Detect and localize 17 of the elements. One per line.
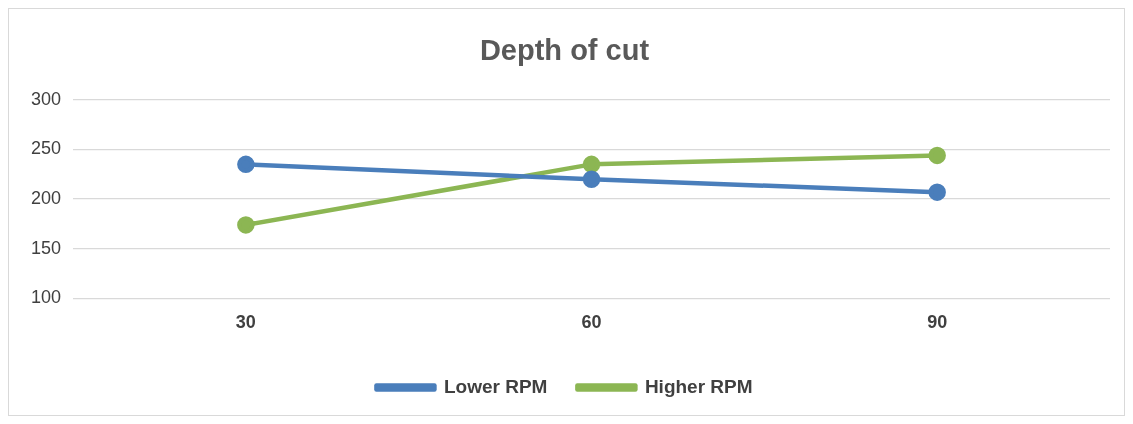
point [582, 170, 601, 188]
point [582, 155, 601, 174]
y-tick-label: 250 [30, 138, 62, 159]
legend-label: Higher RPM [644, 375, 753, 397]
point [928, 183, 946, 201]
x-tick-label: 90 [927, 312, 948, 333]
chart-title: Depth of cut [479, 34, 650, 67]
x-tick-label: 30 [235, 312, 256, 333]
y-tick-label: 100 [30, 287, 62, 308]
point [237, 155, 255, 174]
y-tick-label: 300 [30, 88, 62, 109]
y-tick-label: 150 [30, 237, 62, 258]
x-tick-label: 60 [581, 312, 602, 333]
point [237, 216, 255, 234]
legend-label: Lower RPM [443, 375, 548, 397]
y-tick-label: 200 [30, 188, 62, 209]
point [928, 146, 946, 165]
